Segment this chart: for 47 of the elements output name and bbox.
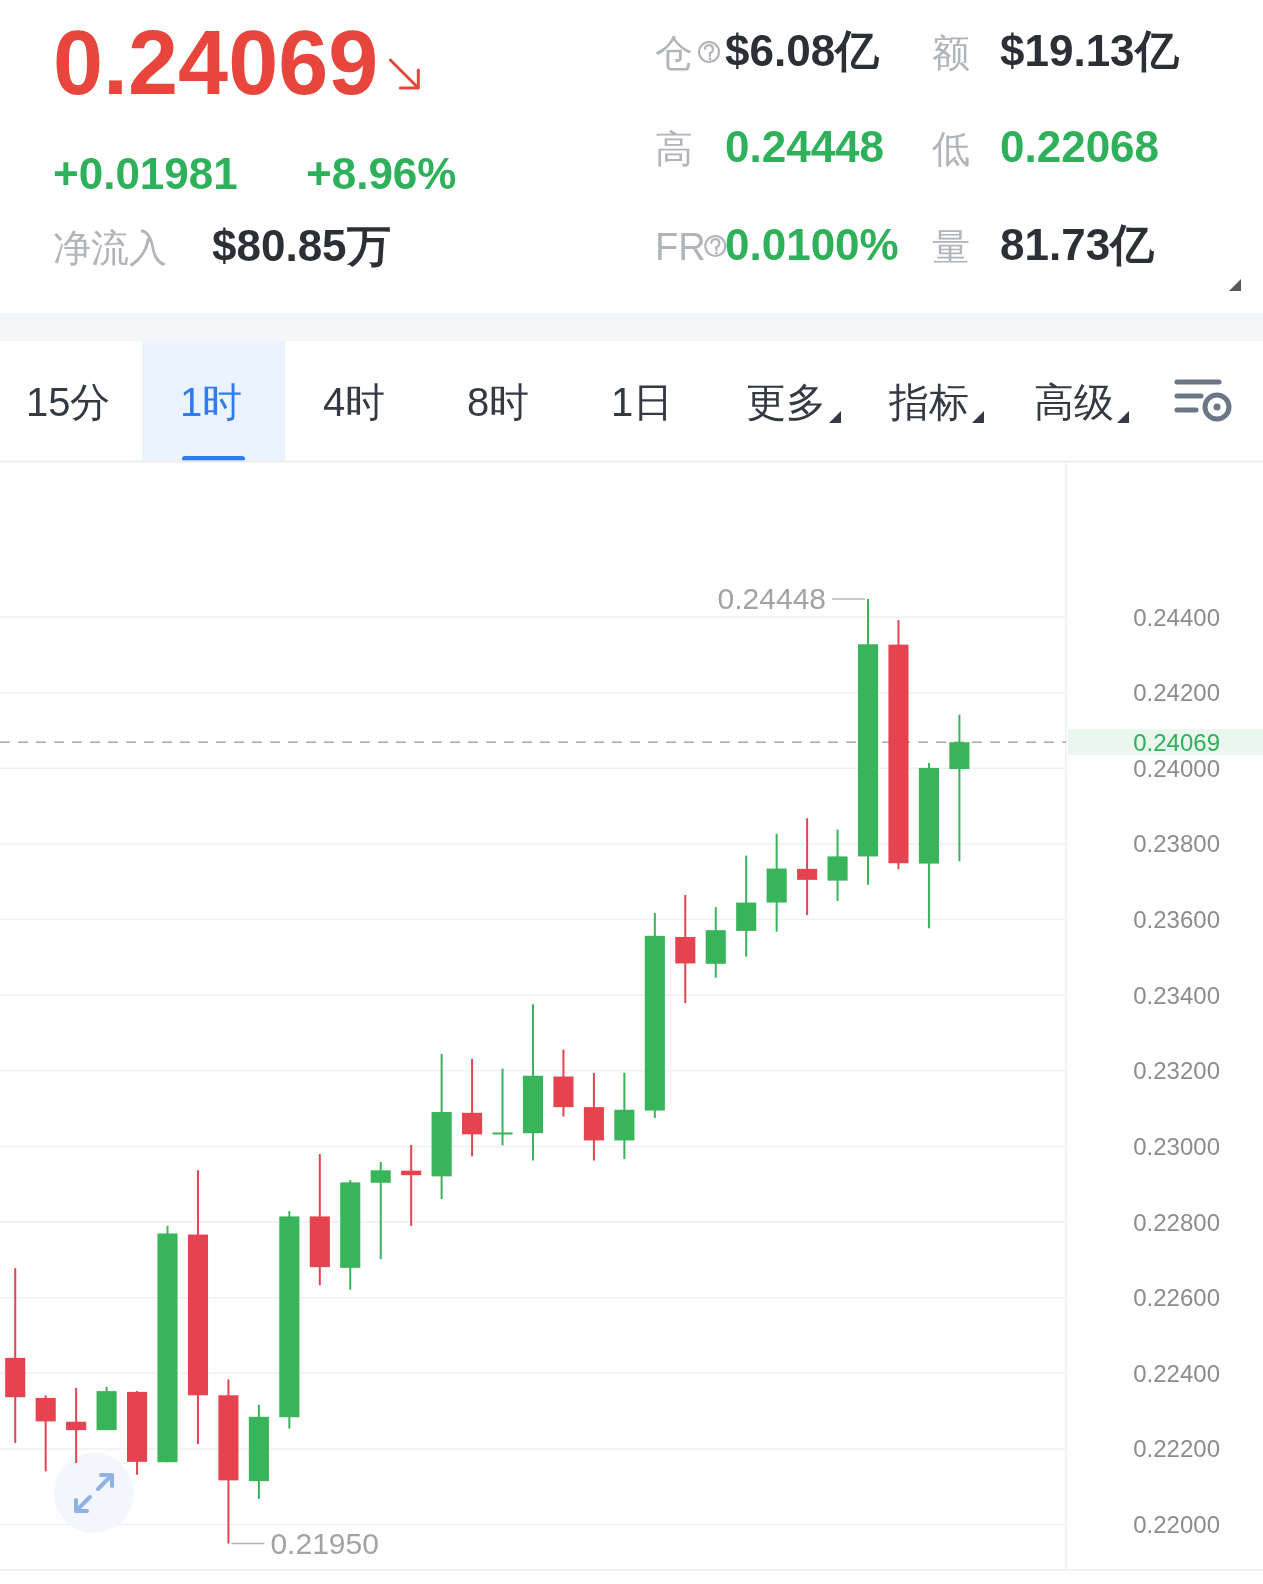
- text: 0.22068: [1000, 122, 1160, 171]
- text: 指标: [888, 380, 969, 424]
- ref-line-label: 0.24069: [1133, 728, 1220, 756]
- candlestick: [370, 1160, 391, 1261]
- text: 4时: [323, 380, 386, 424]
- text: +0.01981: [53, 149, 238, 198]
- y-tick-label: 0.24000: [1133, 754, 1220, 782]
- y-tick-label: 0.24200: [1133, 679, 1220, 707]
- text: 0.0100%: [725, 220, 899, 269]
- y-tick-label: 0.22400: [1133, 1359, 1220, 1387]
- text: 1时: [180, 380, 243, 424]
- text: FR: [655, 226, 706, 268]
- text: 81.73亿: [1000, 220, 1156, 269]
- text: 净流入: [53, 227, 167, 269]
- text: 额: [932, 32, 970, 74]
- text: $80.85万: [212, 221, 391, 270]
- text: $19.13亿: [1000, 26, 1180, 75]
- y-tick-label: 0.22000: [1133, 1511, 1220, 1539]
- y-tick-label: 0.23000: [1133, 1132, 1220, 1160]
- candlestick: [492, 1067, 513, 1147]
- y-tick-label: 0.23800: [1133, 830, 1220, 858]
- annotation: 0.24448: [717, 582, 827, 616]
- candlestick: [462, 1057, 483, 1158]
- text: 0.24069: [53, 13, 379, 113]
- text: 15分: [26, 380, 111, 424]
- text: 1日: [611, 380, 674, 424]
- candlestick: [797, 817, 818, 917]
- text: 低: [932, 128, 970, 170]
- text: 仓: [655, 32, 693, 74]
- y-tick-label: 0.23600: [1133, 906, 1220, 934]
- text: 高级: [1034, 380, 1114, 424]
- text: 量: [932, 226, 970, 268]
- y-tick-label: 0.22600: [1133, 1284, 1220, 1312]
- candlestick: [35, 1394, 56, 1473]
- y-tick-label: 0.22800: [1133, 1208, 1220, 1236]
- annotation: 0.21950: [270, 1527, 379, 1561]
- text: $6.08亿: [725, 26, 881, 75]
- y-tick-label: 0.24400: [1133, 603, 1220, 631]
- text: +8.96%: [306, 149, 457, 198]
- y-tick-label: 0.22200: [1133, 1435, 1220, 1463]
- text: 高: [655, 128, 693, 170]
- text: 更多: [746, 380, 826, 424]
- text: 8时: [467, 380, 530, 424]
- y-tick-label: 0.23400: [1133, 981, 1220, 1009]
- y-tick-label: 0.23200: [1133, 1057, 1220, 1085]
- candlestick: [66, 1386, 87, 1464]
- text: 0.24448: [725, 122, 885, 171]
